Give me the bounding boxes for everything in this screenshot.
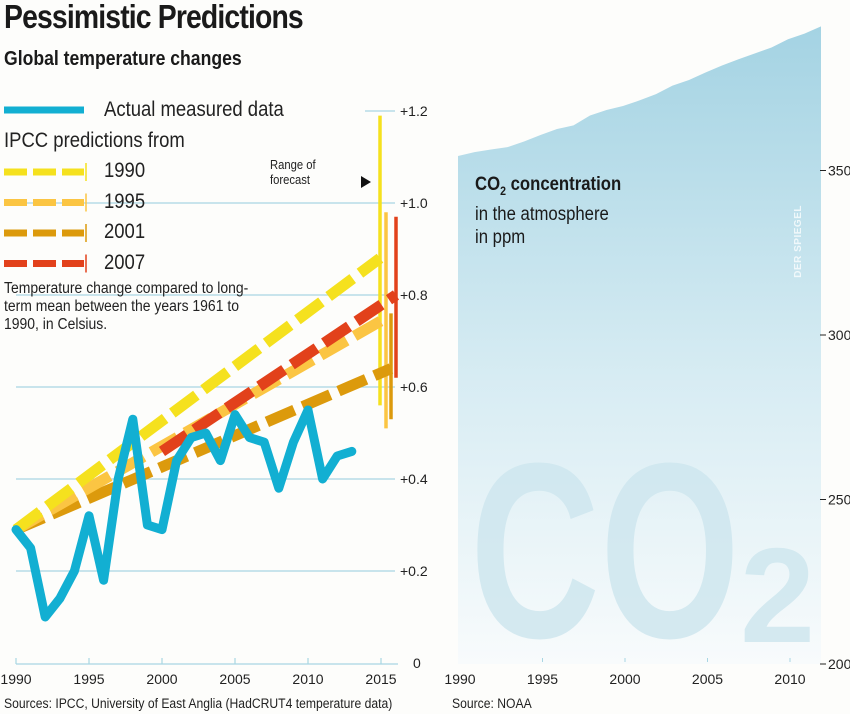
co2-y-tick-label: 200: [828, 656, 850, 672]
co2-x-tick-label: 1990: [444, 671, 475, 687]
page-title: Pessimistic Predictions: [4, 0, 304, 35]
legend-label-1995: 1995: [104, 190, 146, 213]
co2-chart: CO 2 200 250 300 350 1990 1995 2000 2005 2010: [444, 26, 850, 690]
x-tick-label: 1995: [73, 671, 104, 687]
co2-x-tick-label: 2000: [609, 671, 640, 687]
co2-x-tick-label: 2005: [692, 671, 723, 687]
co2-chart-title: CO2 concentration in the atmosphere in p…: [475, 173, 621, 249]
y-tick-label: +0.2: [400, 563, 428, 579]
y-tick-label: +1.0: [400, 195, 428, 211]
measured-data-line: [11, 405, 357, 622]
x-tick-label: 1990: [0, 671, 31, 687]
co2-y-tick-label: 250: [828, 492, 850, 508]
x-tick-label: 2000: [146, 671, 177, 687]
measured-data: [11, 405, 357, 622]
x-tick-label: 2010: [292, 671, 323, 687]
temperature-x-axis: 1990 1995 2000 2005 2010 2015: [0, 658, 398, 687]
co2-title-line2: in the atmosphere: [475, 203, 609, 225]
prediction-line-ipcc-2007: [158, 290, 400, 456]
x-tick-label: 2005: [219, 671, 250, 687]
y-tick-label: +0.4: [400, 471, 428, 487]
co2-title-main: CO2 concentration: [475, 174, 622, 198]
co2-title-line3: in ppm: [475, 226, 526, 248]
range-arrow-icon: [361, 176, 371, 188]
forecast-range-bars: [378, 115, 398, 429]
range-note: Range of forecast: [270, 158, 316, 187]
co2-y-tick-label: 300: [828, 327, 850, 343]
sources-left: Sources: IPCC, University of East Anglia…: [4, 696, 393, 711]
sources-right: Source: NOAA: [452, 696, 532, 711]
co2-x-tick-label: 2010: [774, 671, 805, 687]
co2-background-text: CO: [470, 411, 740, 690]
y-tick-label: +0.6: [400, 379, 428, 395]
legend-label-1990: 1990: [104, 159, 146, 182]
co2-y-axis: 200 250 300 350: [820, 163, 850, 672]
chart-description: Temperature change compared to long-term…: [4, 280, 249, 333]
co2-x-tick-label: 1995: [527, 671, 558, 687]
co2-y-tick-label: 350: [828, 163, 850, 179]
legend-ipcc-heading: IPCC predictions from: [4, 129, 185, 152]
co2-area: [458, 26, 821, 664]
co2-x-axis: 1990 1995 2000 2005 2010: [444, 658, 806, 687]
chart-subtitle: Global temperature changes: [4, 48, 242, 70]
publisher-watermark: DER SPIEGEL: [793, 205, 804, 278]
y-tick-label: 0: [413, 655, 421, 671]
y-tick-label: +1.2: [400, 103, 428, 119]
ipcc-prediction-lines: [12, 253, 400, 535]
prediction-line-ipcc-2001: [13, 363, 394, 535]
temperature-y-axis: 0 +0.2 +0.4 +0.6 +0.8 +1.0 +1.2: [400, 103, 428, 671]
legend-swatches: [4, 106, 87, 273]
temperature-chart: 1990 1995 2000 2005 2010 2015 0 +0.2 +0.4 +0.6 +0…: [0, 103, 427, 687]
legend-label-2007: 2007: [104, 251, 146, 274]
prediction-line-ipcc-1990: [12, 253, 384, 535]
x-tick-label: 2015: [365, 671, 396, 687]
co2-background-subscript: 2: [740, 520, 815, 671]
legend-label-2001: 2001: [104, 220, 146, 243]
legend-label-measured: Actual measured data: [104, 98, 284, 121]
y-tick-label: +0.8: [400, 287, 428, 303]
